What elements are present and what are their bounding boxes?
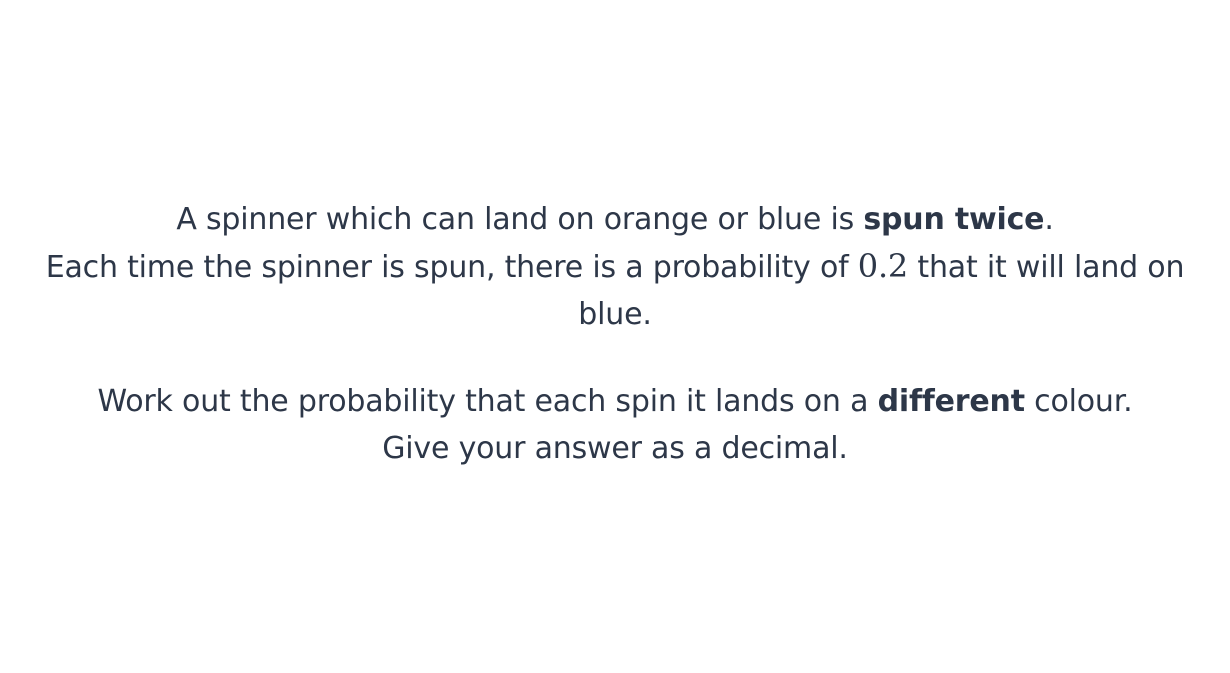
line2-text: Each time the spinner is spun, there is … (45, 250, 858, 285)
line3-text: Work out the probability that each spin … (97, 384, 878, 419)
question-line-2: Each time the spinner is spun, there is … (20, 243, 1210, 338)
line1-text: A spinner which can land on orange or bl… (176, 202, 864, 237)
line2-end: that it will land on blue. (578, 250, 1185, 332)
paragraph-gap (20, 338, 1210, 378)
question-line-1: A spinner which can land on orange or bl… (20, 196, 1210, 243)
spun-twice-emphasis: spun twice (863, 202, 1045, 237)
question-line-3: Work out the probability that each spin … (20, 378, 1210, 425)
question-text: A spinner which can land on orange or bl… (20, 196, 1210, 472)
probability-value: 0.2 (857, 247, 909, 285)
line3-end: colour. (1024, 384, 1133, 419)
line1-end: . (1044, 202, 1054, 237)
different-emphasis: different (877, 384, 1025, 419)
question-line-4: Give your answer as a decimal. (382, 431, 848, 466)
